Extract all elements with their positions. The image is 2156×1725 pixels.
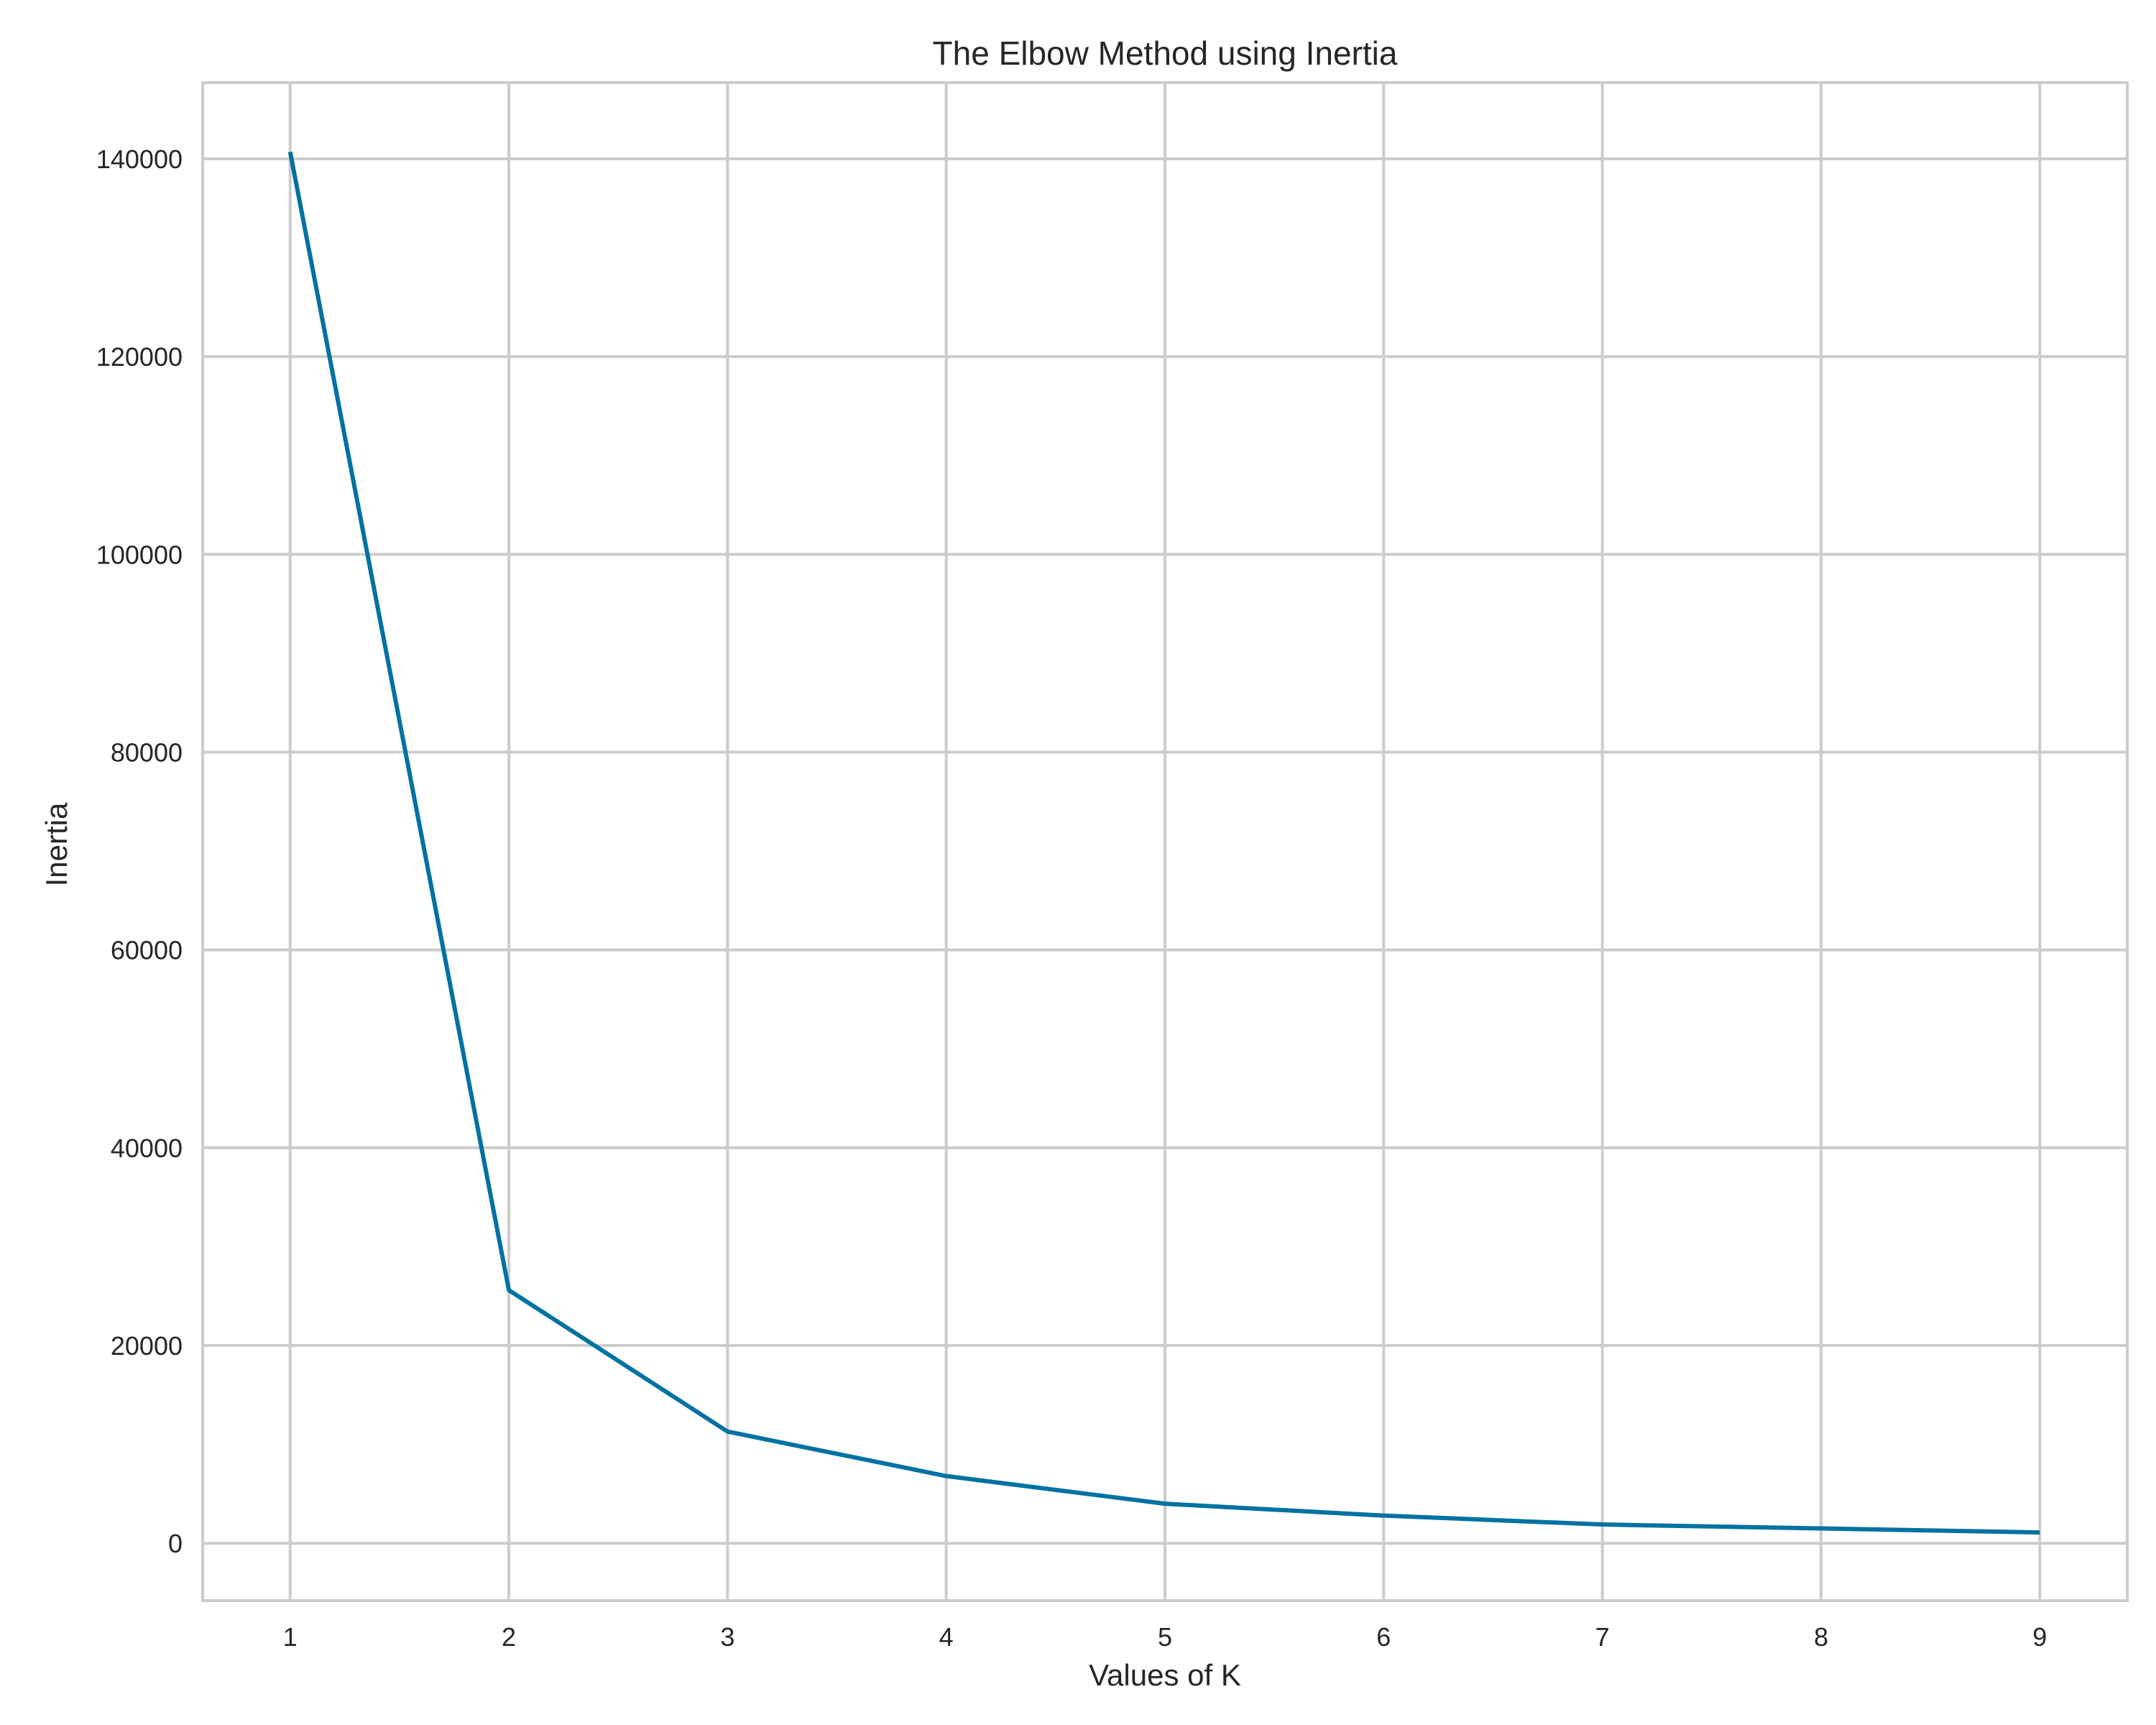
y-tick-label: 140000: [96, 144, 183, 174]
y-tick-label: 20000: [111, 1331, 183, 1361]
x-tick-label: 7: [1595, 1622, 1610, 1652]
y-tick-label: 0: [168, 1529, 183, 1558]
y-axis-label: Inertia: [40, 802, 73, 886]
x-tick-label: 6: [1376, 1622, 1391, 1652]
x-tick-label: 4: [939, 1622, 954, 1652]
x-tick-labels: 1 2 3 4 5 6 7 8 9: [283, 1622, 2047, 1652]
x-tick-label: 9: [2032, 1622, 2047, 1652]
y-tick-label: 120000: [96, 342, 183, 372]
y-tick-label: 40000: [111, 1133, 183, 1163]
y-tick-label: 60000: [111, 936, 183, 965]
x-tick-label: 2: [502, 1622, 516, 1652]
x-tick-label: 3: [720, 1622, 734, 1652]
x-axis-label: Values of K: [1089, 1658, 1241, 1692]
x-tick-label: 8: [1814, 1622, 1828, 1652]
y-tick-label: 80000: [111, 737, 183, 767]
chart-title: The Elbow Method using Inertia: [933, 34, 1398, 72]
series-lines: [287, 151, 2040, 1535]
plot-frame: [201, 81, 2129, 1602]
x-tick-label: 5: [1158, 1622, 1172, 1652]
y-tick-label: 100000: [96, 540, 183, 569]
x-tick-label: 1: [283, 1622, 298, 1652]
grid-lines: [203, 83, 2127, 1601]
inertia-series-line: [287, 151, 2040, 1535]
y-tick-labels: 0 20000 40000 60000 80000 100000 120000 140000: [96, 144, 183, 1558]
